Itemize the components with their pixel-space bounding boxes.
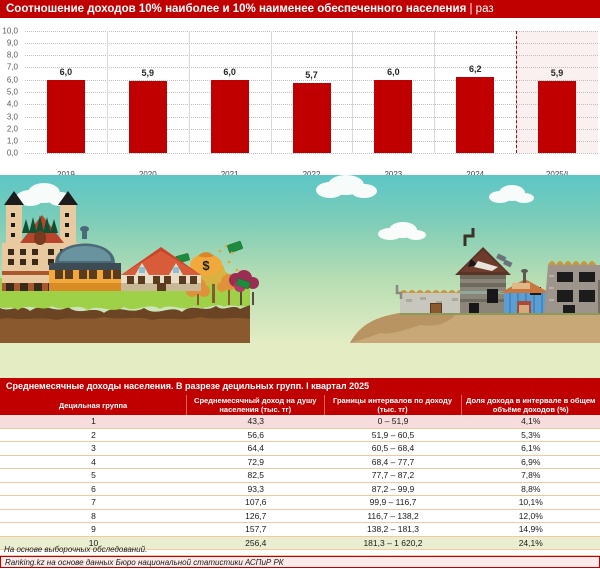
svg-text:$: $ [202, 258, 210, 273]
